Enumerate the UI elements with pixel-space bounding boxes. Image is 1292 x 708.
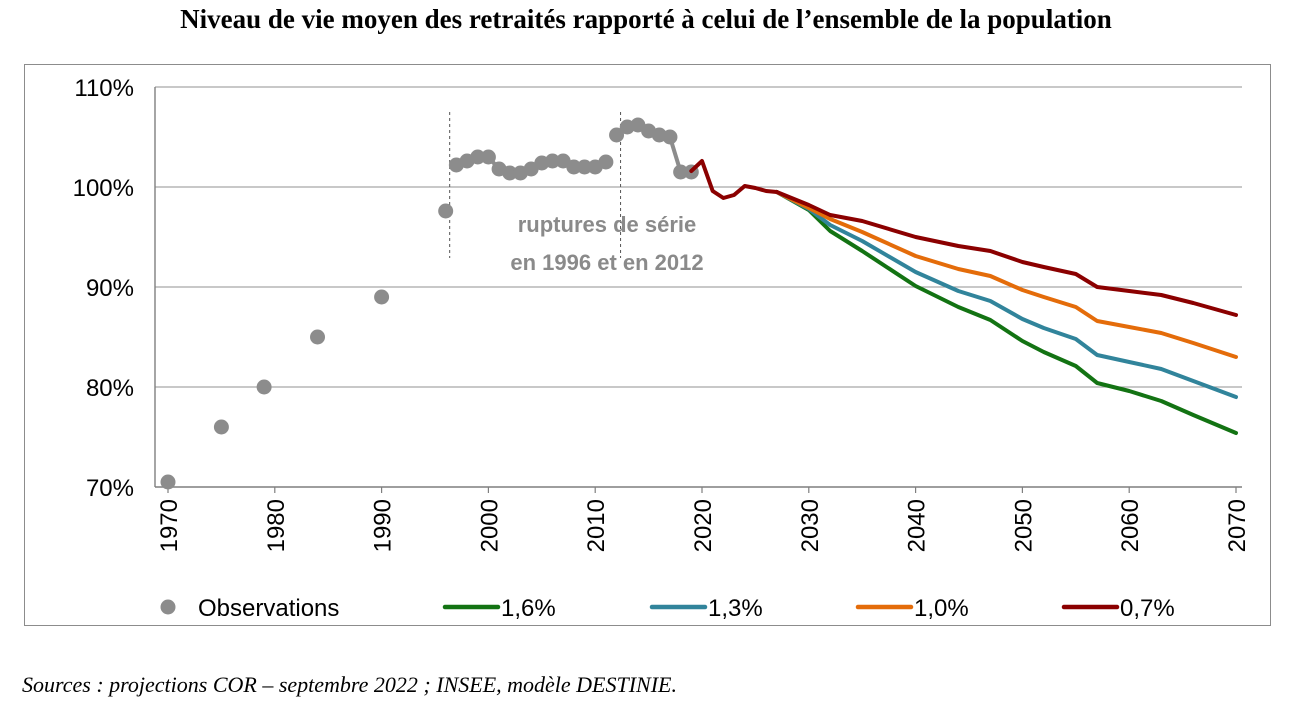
observation-point xyxy=(577,159,593,175)
x-tick-label: 2060 xyxy=(1117,499,1144,552)
observation-point xyxy=(662,129,678,145)
observation-point xyxy=(480,149,496,165)
x-tick-label: 2070 xyxy=(1224,499,1251,552)
y-axis: 70% 80% 90% 100% 110% xyxy=(73,75,134,502)
x-tick-label: 1990 xyxy=(370,499,397,552)
observation-point xyxy=(374,289,390,305)
x-tick-label: 2020 xyxy=(690,499,717,552)
observation-point xyxy=(609,127,625,143)
x-tick-label: 2000 xyxy=(476,499,503,552)
series xyxy=(774,190,1238,435)
legend-marker-observations xyxy=(160,599,176,615)
legend-label-observations: Observations xyxy=(198,595,339,622)
x-tick-label: 1980 xyxy=(263,499,290,552)
observation-point xyxy=(598,154,614,170)
annotation: ruptures de série en 1996 et en 2012 xyxy=(510,212,703,275)
y-tick-label: 70% xyxy=(86,475,134,502)
observation-point xyxy=(160,474,176,490)
y-tick-label: 80% xyxy=(86,375,134,402)
annotation-line-2: en 1996 et en 2012 xyxy=(510,250,703,275)
y-tick-label: 100% xyxy=(73,175,134,202)
x-tick-label: 2050 xyxy=(1010,499,1037,552)
grid xyxy=(154,86,1242,488)
legend-label-1,0%: 1,0% xyxy=(914,595,969,622)
legend: Observations 1,6% 1,3% 1,0% 0,7% xyxy=(160,595,1175,622)
series-line-1,6% xyxy=(774,190,1238,435)
series-line-1,0% xyxy=(774,190,1238,359)
chart-frame xyxy=(24,64,1271,626)
x-tick-label: 2010 xyxy=(583,499,610,552)
observation-point xyxy=(213,419,229,435)
observation-point xyxy=(544,153,560,169)
x-tick-label: 2030 xyxy=(797,499,824,552)
observation-point xyxy=(256,379,272,395)
page-title: Niveau de vie moyen des retraités rappor… xyxy=(180,4,1112,34)
observation-point xyxy=(566,159,582,175)
x-tick-label: 2040 xyxy=(904,499,931,552)
series-line-1,3% xyxy=(774,190,1238,399)
observation-point xyxy=(438,203,454,219)
x-tick-label: 1970 xyxy=(156,499,183,552)
observations xyxy=(160,117,779,490)
legend-label-0,7%: 0,7% xyxy=(1120,595,1175,622)
observation-point xyxy=(310,329,326,345)
y-tick-label: 90% xyxy=(86,275,134,302)
legend-label-1,3%: 1,3% xyxy=(708,595,763,622)
observation-point xyxy=(502,165,518,181)
x-axis: 1970 1980 1990 2000 2010 2020 2030 2040 2050 2060… xyxy=(156,487,1251,552)
observation-point xyxy=(470,149,486,165)
legend-label-1,6%: 1,6% xyxy=(501,595,556,622)
annotation-line-1: ruptures de série xyxy=(518,212,697,237)
projection-common-line xyxy=(689,159,779,200)
series-line-0,7% xyxy=(774,190,1238,317)
observation-point xyxy=(673,164,689,180)
y-tick-label: 110% xyxy=(74,75,134,102)
source-note: Sources : projections COR – septembre 20… xyxy=(22,672,677,697)
